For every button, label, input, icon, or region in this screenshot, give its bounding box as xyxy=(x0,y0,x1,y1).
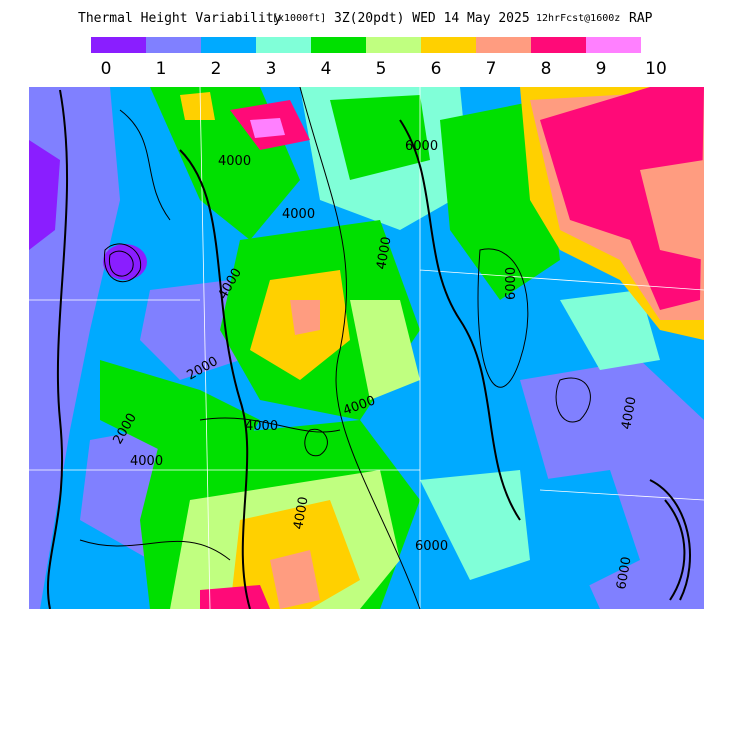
region xyxy=(560,290,660,370)
header: Thermal Height Variability [x1000ft] 3Z(… xyxy=(78,11,653,26)
contour xyxy=(299,87,421,609)
legend-label: 6 xyxy=(431,59,442,79)
region xyxy=(103,244,147,280)
legend-swatch xyxy=(531,37,586,53)
legend-swatch xyxy=(421,37,476,53)
contour-label: 6000 xyxy=(415,539,448,554)
valid-time: 3Z(20pdt) WED 14 May 2025 xyxy=(334,11,530,26)
contour xyxy=(179,149,251,609)
contour xyxy=(555,377,591,423)
contour-label: 6000 xyxy=(614,555,635,590)
region xyxy=(140,280,240,380)
contour-label: 4000 xyxy=(291,495,312,530)
region xyxy=(200,585,270,609)
contour-label: 4000 xyxy=(218,154,251,169)
region xyxy=(290,300,320,335)
contour xyxy=(46,89,69,609)
region xyxy=(640,160,704,260)
contour-label: 4000 xyxy=(374,235,395,270)
legend-label: 1 xyxy=(156,59,167,79)
contour xyxy=(399,119,521,521)
contour-label: 6000 xyxy=(405,139,438,154)
contour-label: 4000 xyxy=(619,395,640,430)
contour xyxy=(649,479,691,601)
contour xyxy=(79,109,341,561)
border xyxy=(29,87,704,609)
legend-swatch xyxy=(366,37,421,53)
legend-label: 9 xyxy=(596,59,607,79)
contour xyxy=(477,248,529,388)
legend-swatch xyxy=(311,37,366,53)
legend-swatch xyxy=(476,37,531,53)
contour xyxy=(103,243,142,283)
forecast: 12hrFcst@1600z xyxy=(536,13,620,24)
region xyxy=(250,118,285,138)
region xyxy=(270,550,320,609)
legend: 0 1 2 3 4 5 6 7 8 9 10 xyxy=(91,37,667,79)
title: Thermal Height Variability xyxy=(78,11,282,26)
region xyxy=(350,300,420,400)
region xyxy=(180,92,215,120)
contour-labels: 4000 4000 6000 4000 4000 6000 2000 4000 … xyxy=(110,139,639,591)
legend-label: 10 xyxy=(645,59,667,79)
contour-label: 4000 xyxy=(245,419,278,434)
legend-label: 5 xyxy=(376,59,387,79)
legend-swatch xyxy=(201,37,256,53)
contour-label: 4000 xyxy=(282,207,315,222)
legend-label: 2 xyxy=(211,59,222,79)
region xyxy=(420,470,530,580)
region xyxy=(29,140,60,250)
units: [x1000ft] xyxy=(272,13,326,24)
region xyxy=(330,95,430,180)
legend-label: 7 xyxy=(486,59,497,79)
map: 4000 4000 6000 4000 4000 6000 2000 4000 … xyxy=(29,87,704,609)
legend-swatch xyxy=(256,37,311,53)
contour-label: 6000 xyxy=(504,267,519,300)
legend-swatch xyxy=(146,37,201,53)
region xyxy=(540,470,640,590)
legend-label: 4 xyxy=(321,59,332,79)
contour-label: 4000 xyxy=(130,454,163,469)
region xyxy=(540,87,704,310)
legend-label: 3 xyxy=(266,59,277,79)
legend-label: 8 xyxy=(541,59,552,79)
legend-swatch xyxy=(91,37,146,53)
model: RAP xyxy=(629,11,653,26)
legend-swatch xyxy=(586,37,641,53)
legend-label: 0 xyxy=(101,59,112,79)
contour xyxy=(304,428,328,457)
